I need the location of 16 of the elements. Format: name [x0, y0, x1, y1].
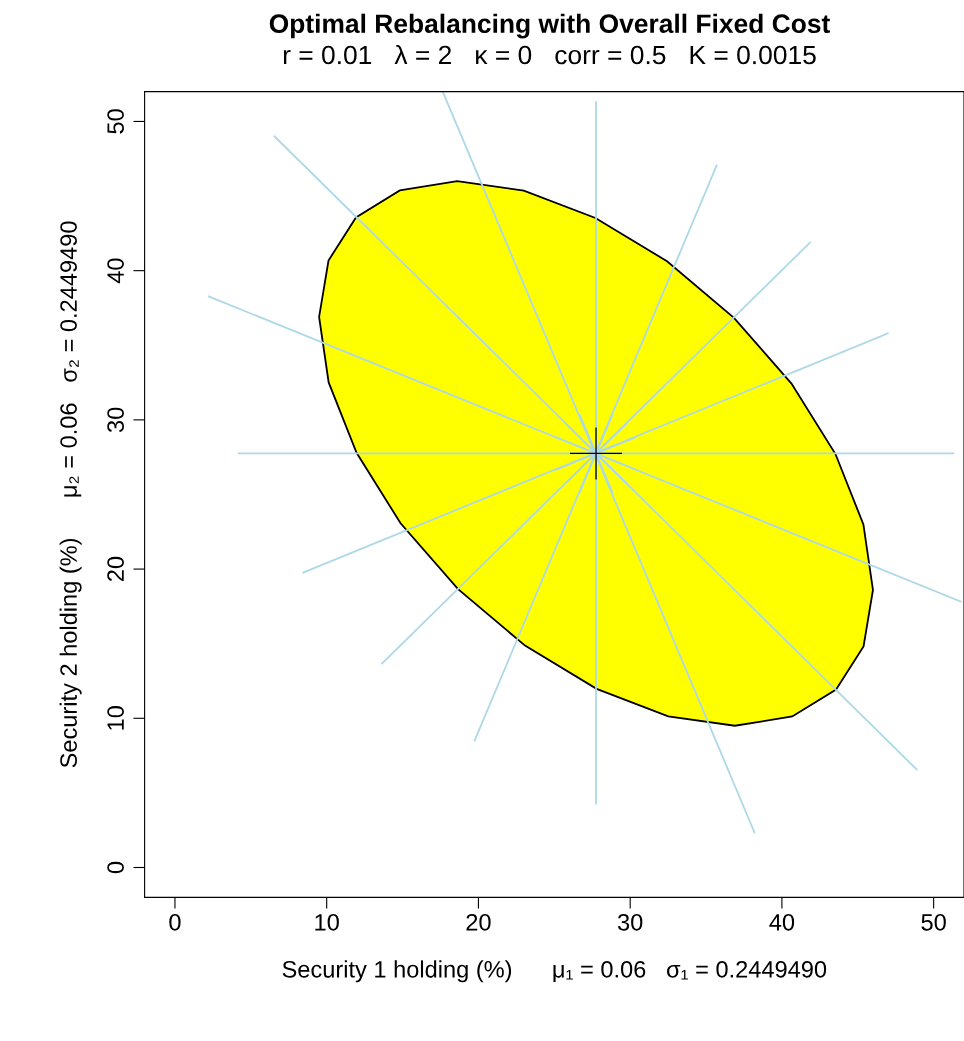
x-tick-label: 0 — [169, 913, 181, 931]
y-tick-label: 30 — [107, 407, 124, 433]
x-tick-label: 50 — [921, 913, 946, 931]
x-tick-label: 40 — [769, 913, 795, 931]
y-tick-label: 50 — [107, 109, 124, 134]
chart-subtitle: r = 0.01 λ = 2 κ = 0 corr = 0.5 K = 0.0015 — [283, 44, 816, 65]
y-tick-label: 40 — [107, 258, 124, 284]
x-axis-title: Security 1 holding (%) μ₁ = 0.06 σ₁ = 0.2449490 — [282, 960, 827, 983]
y-axis-title: Security 2 holding (%) μ₂ = 0.06 σ₂ = 0.2449490 — [59, 221, 82, 768]
chart-title: Optimal Rebalancing with Overall Fixed Cost — [269, 13, 830, 39]
x-tick-label: 10 — [315, 913, 339, 931]
y-tick-label: 10 — [107, 706, 124, 730]
x-tick-label: 20 — [466, 913, 491, 931]
y-tick-label: 20 — [107, 556, 124, 582]
y-tick-label: 0 — [107, 861, 124, 874]
x-tick-label: 30 — [617, 913, 643, 931]
